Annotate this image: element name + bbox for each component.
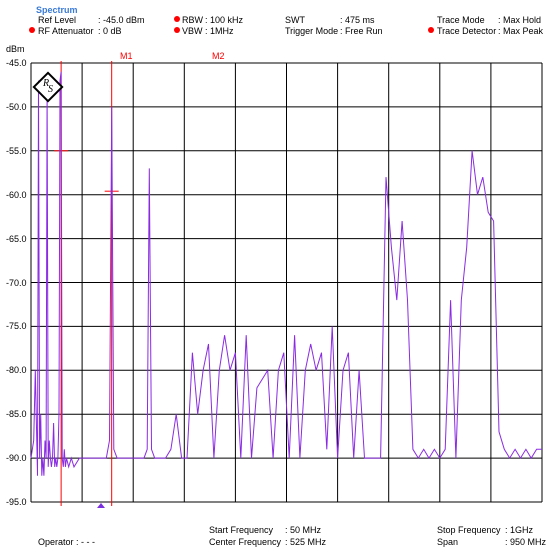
rohde-schwarz-logo: R S xyxy=(32,71,64,103)
rf-att-value: : 0 dB xyxy=(98,26,122,36)
y-tick-label: -75.0 xyxy=(6,321,27,332)
y-tick-label: -60.0 xyxy=(6,189,27,200)
trigger-mode-label: Trigger Mode xyxy=(285,26,339,36)
trace-detector-indicator-icon xyxy=(428,27,434,33)
svg-text:S: S xyxy=(48,84,53,95)
rf-att-label: RF Attenuator xyxy=(38,26,94,36)
center-frequency-value: : 525 MHz xyxy=(285,537,327,547)
ref-level-value: : -45.0 dBm xyxy=(98,15,145,25)
ref-level-label: Ref Level xyxy=(38,15,77,25)
swt-label: SWT xyxy=(285,15,305,25)
ref-position-icon xyxy=(97,503,105,508)
spectrum-trace xyxy=(30,71,542,476)
y-tick-label: -45.0 xyxy=(6,58,27,68)
svg-text:R: R xyxy=(42,78,49,89)
y-tick-label: -85.0 xyxy=(6,409,27,420)
swt-value: : 475 ms xyxy=(340,15,375,25)
spectrum-title: Spectrum xyxy=(36,5,78,15)
stop-frequency-label: Stop Frequency xyxy=(437,525,501,535)
center-frequency-label: Center Frequency xyxy=(209,537,282,547)
rbw-label: RBW xyxy=(182,15,203,25)
marker-1-label: M1 xyxy=(120,51,133,61)
vbw-value: : 1MHz xyxy=(205,26,234,36)
y-tick-label: -90.0 xyxy=(6,453,27,464)
y-tick-label: -65.0 xyxy=(6,233,27,244)
vbw-label: VBW xyxy=(182,26,203,36)
y-tick-label: -70.0 xyxy=(6,277,27,288)
y-tick-label: -55.0 xyxy=(6,145,27,156)
y-tick-label: -95.0 xyxy=(6,497,27,507)
start-frequency-value: : 50 MHz xyxy=(285,525,322,535)
vbw-indicator-icon xyxy=(174,27,180,33)
marker-2-label: M2 xyxy=(212,51,225,61)
marker-lines xyxy=(54,61,119,506)
rf-att-indicator-icon xyxy=(29,27,35,33)
operator-label: Operator : - - - xyxy=(38,537,96,547)
start-frequency-label: Start Frequency xyxy=(209,525,274,535)
y-axis-unit: dBm xyxy=(6,44,25,54)
plot-grid xyxy=(30,62,543,503)
rbw-indicator-icon xyxy=(174,16,180,22)
trace-mode-value: : Max Hold xyxy=(498,15,542,25)
trigger-mode-value: : Free Run xyxy=(340,26,383,36)
rbw-value: : 100 kHz xyxy=(205,15,244,25)
trace-mode-label: Trace Mode xyxy=(437,15,485,25)
stop-frequency-value: : 1GHz xyxy=(505,525,534,535)
y-tick-label: -50.0 xyxy=(6,101,27,112)
span-value: : 950 MHz xyxy=(505,537,547,547)
trace-detector-label: Trace Detector xyxy=(437,26,497,36)
y-tick-label: -80.0 xyxy=(6,365,27,376)
trace-detector-value: : Max Peak xyxy=(498,26,544,36)
span-label: Span xyxy=(437,537,459,547)
